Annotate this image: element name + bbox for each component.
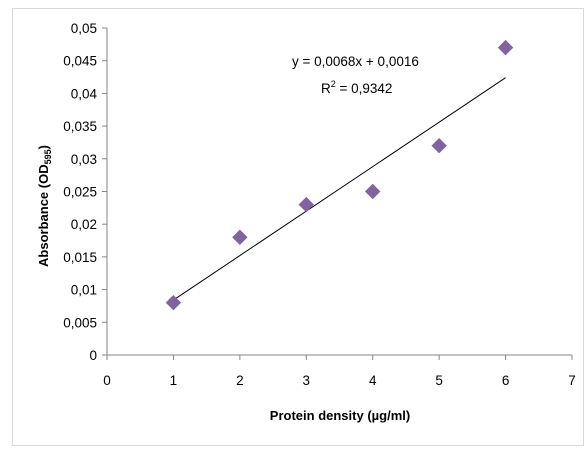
data-point: [365, 183, 381, 200]
x-ticks: 0 1 2 3 4 5 6 7: [103, 355, 576, 388]
x-tick-label: 2: [236, 373, 244, 388]
y-axis-title: Absorbance (OD595): [36, 145, 53, 267]
x-tick-label: 7: [568, 373, 576, 388]
r-squared-label: R2 = 0,9342: [321, 79, 392, 96]
y-tick-label: 0,01: [71, 283, 97, 298]
x-tick-label: 4: [369, 373, 377, 388]
data-points: [165, 39, 514, 311]
x-tick-label: 5: [435, 373, 443, 388]
data-point: [165, 294, 182, 311]
data-point: [497, 39, 514, 56]
y-tick-label: 0,035: [63, 119, 97, 134]
y-tick-label: 0,05: [71, 21, 97, 36]
data-point: [431, 138, 447, 154]
data-point: [298, 196, 314, 213]
y-tick-label: 0: [89, 348, 97, 363]
y-tick-label: 0,03: [71, 152, 97, 167]
data-point: [232, 229, 248, 245]
y-tick-label: 0,02: [71, 217, 97, 232]
y-ticks: 0 0,005 0,01 0,015 0,02 0,025 0,03 0,035 0,04 0,0…: [63, 21, 107, 363]
trendline-equation: y = 0,0068x + 0,0016: [292, 54, 419, 69]
trendline: [173, 77, 506, 301]
x-tick-label: 3: [303, 373, 311, 388]
x-tick-label: 6: [502, 373, 510, 388]
y-tick-label: 0,015: [63, 250, 97, 265]
y-tick-label: 0,045: [63, 54, 97, 69]
chart-frame: [12, 8, 584, 446]
x-tick-label: 1: [170, 373, 178, 388]
y-tick-label: 0,005: [63, 315, 97, 330]
y-tick-label: 0,04: [71, 86, 98, 101]
x-tick-label: 0: [103, 373, 111, 388]
x-axis-title: Protein density (µg/ml): [270, 408, 410, 423]
y-tick-label: 0,025: [63, 185, 97, 200]
